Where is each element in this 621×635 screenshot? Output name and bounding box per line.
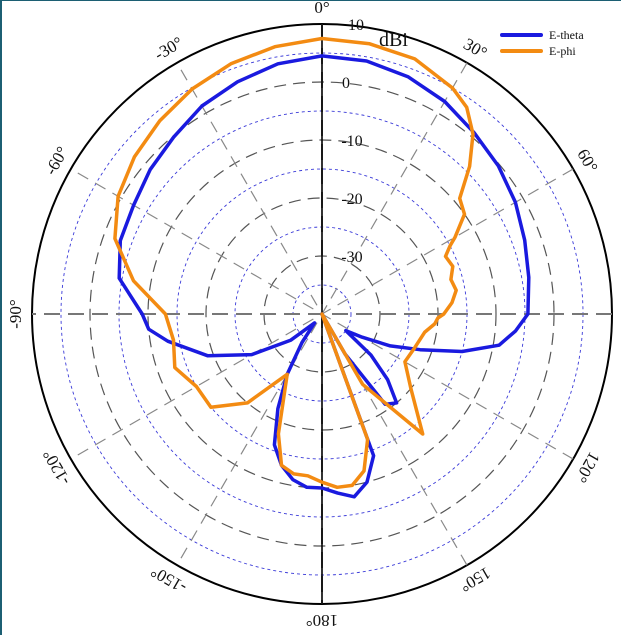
legend-label-e-phi: E-phi	[549, 44, 576, 58]
series-e-theta-line	[117, 54, 531, 499]
radial-tick-label: -30	[341, 249, 362, 266]
angle-label-neg60: -60°	[41, 143, 72, 178]
angle-label-neg150: -150°	[148, 562, 190, 597]
series-e-phi-line	[113, 36, 475, 490]
angle-label-neg30: -30°	[151, 33, 186, 64]
radial-tick-label: -10	[341, 133, 362, 150]
radial-tick-label: 0	[342, 75, 350, 92]
radial-labels: 10 0 -10 -20 -30	[341, 17, 364, 266]
pattern-curves	[113, 36, 531, 499]
angle-label-30: 30°	[460, 34, 490, 62]
angle-label-90: 90°	[619, 302, 621, 326]
unit-label: dBi	[379, 29, 408, 51]
angle-label-0: 0°	[314, 0, 329, 17]
radial-tick-label: 10	[348, 17, 364, 34]
legend: E-theta E-phi	[500, 28, 584, 58]
radial-tick-label: -20	[341, 191, 362, 208]
legend-label-e-theta: E-theta	[549, 28, 584, 42]
angle-label-neg120: -120°	[39, 446, 74, 488]
angle-label-neg90: -90°	[6, 299, 25, 328]
angle-label-180: 180°	[306, 611, 338, 630]
angle-label-60: 60°	[573, 146, 601, 176]
